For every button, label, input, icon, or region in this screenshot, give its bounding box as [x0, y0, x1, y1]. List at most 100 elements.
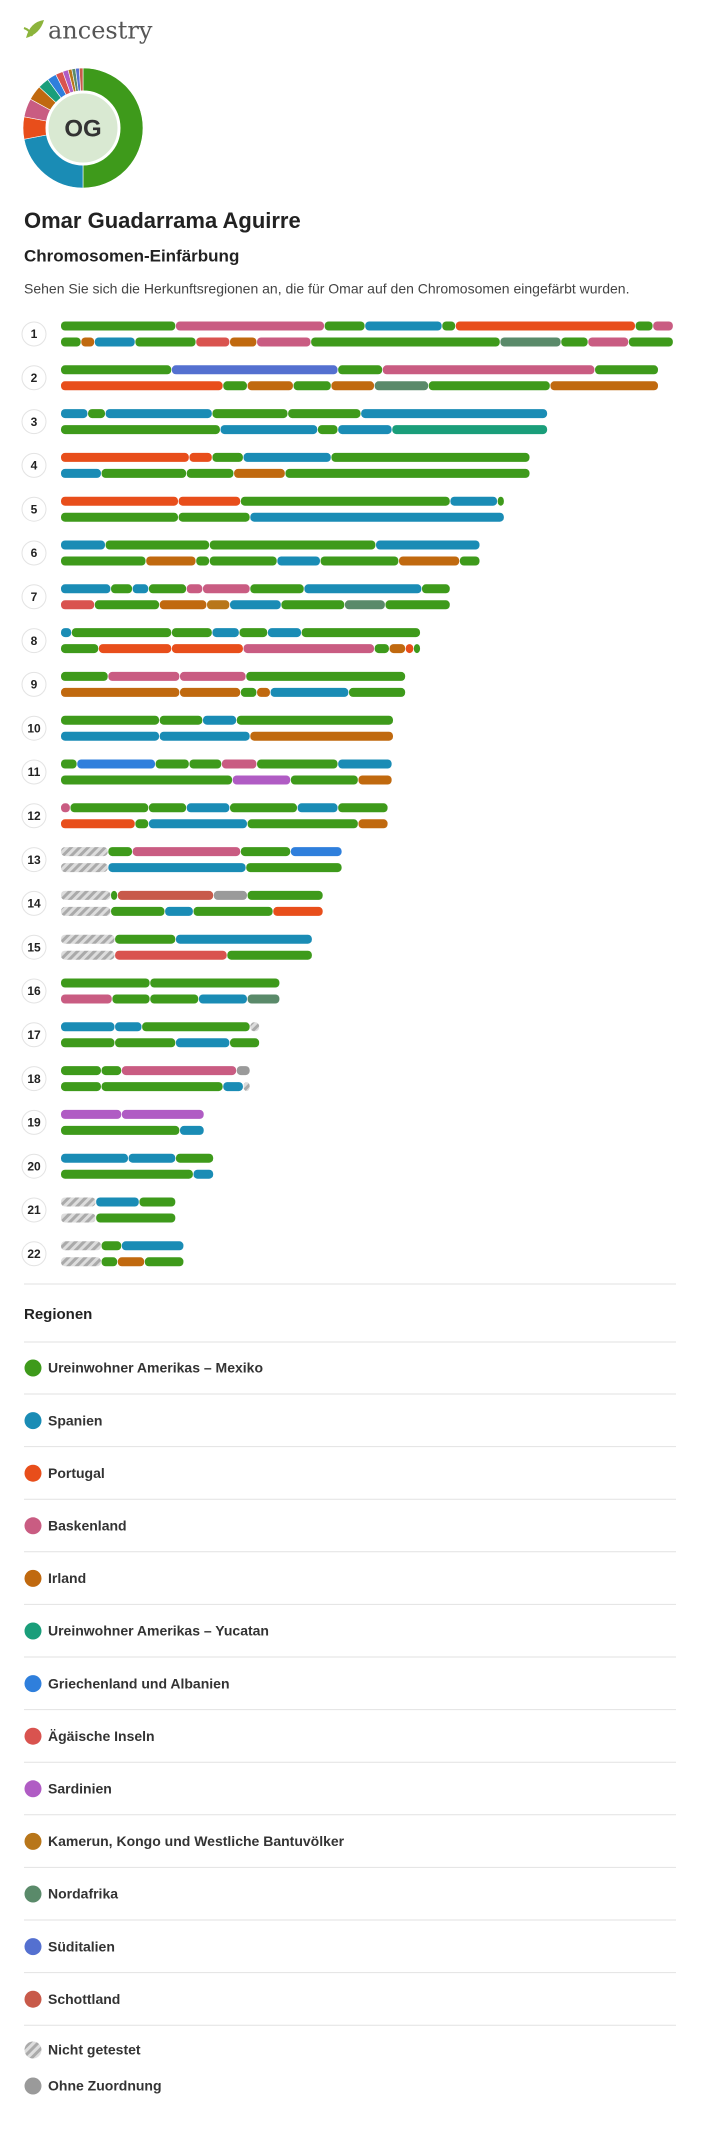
chromosome-segment: [165, 906, 193, 916]
chromosome-segment: [111, 890, 118, 900]
chromosome-segment: [101, 468, 187, 478]
chromosome-segment: [61, 1257, 101, 1267]
chromosome-segment: [61, 906, 111, 916]
chromosome-segment: [198, 994, 247, 1004]
chromosome-segment: [186, 468, 234, 478]
legend-label: Irland: [48, 1570, 86, 1586]
chromosome-segment: [348, 687, 406, 697]
chromosome-segment: [595, 365, 658, 375]
chromosome-segment: [81, 337, 95, 347]
legend-swatch: [24, 2077, 42, 2095]
chromosome-segment: [288, 409, 361, 419]
chromosome-segment: [61, 1169, 193, 1179]
chromosome-badge: [21, 759, 47, 785]
chromosome-segment: [171, 628, 212, 638]
chromosome-segment: [196, 556, 210, 566]
chromosome-segment: [61, 496, 179, 506]
chromosome-segment: [230, 803, 297, 813]
chromosome-segment: [159, 731, 250, 741]
chromosome-segment: [246, 863, 342, 873]
legend-swatch: [24, 1832, 42, 1850]
chromosome-label: 22: [27, 1247, 41, 1261]
chromosome-segment: [61, 452, 189, 462]
chromosome-segment: [250, 1022, 260, 1032]
chromosome-segment: [257, 337, 311, 347]
chromosome-segment: [121, 1066, 237, 1076]
legend-swatch: [24, 1517, 42, 1535]
chromosome-segment: [331, 452, 530, 462]
legend-label: Baskenland: [48, 1518, 127, 1534]
chromosome-segment: [146, 556, 196, 566]
chromosome-segment: [320, 556, 399, 566]
chromosome-label: 3: [31, 415, 38, 429]
chromosome-segment: [301, 628, 421, 638]
chromosome-segment: [61, 1022, 115, 1032]
chromosome-badge: [21, 584, 47, 610]
chromosome-segment: [61, 1109, 122, 1119]
chromosome-segment: [132, 584, 149, 594]
legend-label: Kamerun, Kongo und Westliche Bantuvölker: [48, 1833, 345, 1849]
chromosome-segment: [232, 775, 291, 785]
chromosome-segment: [338, 759, 392, 769]
chromosome-segment: [111, 584, 133, 594]
chromosome-segment: [442, 321, 456, 331]
chromosome-segment: [94, 337, 135, 347]
chromosome-segment: [304, 584, 422, 594]
chromosome-segment: [290, 847, 342, 857]
chromosome-segment: [230, 1038, 260, 1048]
chromosome-segment: [324, 321, 365, 331]
chromosome-segment: [61, 890, 111, 900]
chromosome-segment: [61, 847, 108, 857]
chromosome-segment: [344, 600, 385, 610]
legend-label: Ureinwohner Amerikas – Mexiko: [48, 1360, 263, 1376]
chromosome-segment: [61, 1241, 101, 1251]
chromosome-segment: [202, 715, 237, 725]
chromosome-segment: [550, 381, 658, 391]
legend-swatch: [24, 2041, 42, 2059]
chromosome-segment: [212, 628, 239, 638]
chromosome-segment: [171, 644, 243, 654]
chromosome-segment: [144, 1257, 184, 1267]
chromosome-segment: [105, 409, 212, 419]
chromosome-segment: [61, 337, 81, 347]
chromosome-segment: [189, 759, 222, 769]
chromosome-segment: [413, 644, 421, 654]
chromosome-segment: [500, 337, 561, 347]
chromosome-segment: [179, 687, 241, 697]
chromosome-segment: [77, 759, 156, 769]
chromosome-segment: [61, 540, 106, 550]
chromosome-segment: [61, 556, 146, 566]
chromosome-segment: [374, 381, 429, 391]
chromosome-segment: [61, 759, 77, 769]
chromosome-label: 7: [31, 590, 38, 604]
chromosome-segment: [61, 1082, 101, 1092]
chromosome-label: 4: [31, 459, 38, 473]
chromosome-label: 6: [31, 546, 38, 560]
chromosome-label: 16: [27, 984, 41, 998]
chromosome-segment: [193, 1169, 214, 1179]
chromosome-segment: [209, 540, 376, 550]
chromosome-segment: [243, 644, 375, 654]
chromosome-segment: [338, 803, 388, 813]
chromosome-segment: [159, 600, 207, 610]
chromosome-segment: [588, 337, 629, 347]
chromosome-segment: [61, 934, 115, 944]
chromosome-segment: [250, 731, 393, 741]
legend-swatch: [24, 1569, 42, 1587]
logo-text: ancestry: [48, 17, 153, 45]
logo[interactable]: ancestry: [23, 17, 153, 45]
chromosome-segment: [61, 584, 111, 594]
chromosome-segment: [101, 1241, 122, 1251]
chromosome-segment: [561, 337, 588, 347]
chromosome-segment: [148, 584, 187, 594]
chromosome-segment: [135, 337, 196, 347]
chromosome-segment: [105, 540, 210, 550]
chromosome-segment: [179, 671, 246, 681]
chromosome-segment: [459, 556, 480, 566]
chromosome-segment: [338, 365, 383, 375]
chromosome-label: 14: [27, 897, 41, 911]
legend-label: Ureinwohner Amerikas – Yucatan: [48, 1623, 269, 1639]
legend-label: Nordafrika: [48, 1886, 118, 1902]
chromosome-segment: [365, 321, 442, 331]
